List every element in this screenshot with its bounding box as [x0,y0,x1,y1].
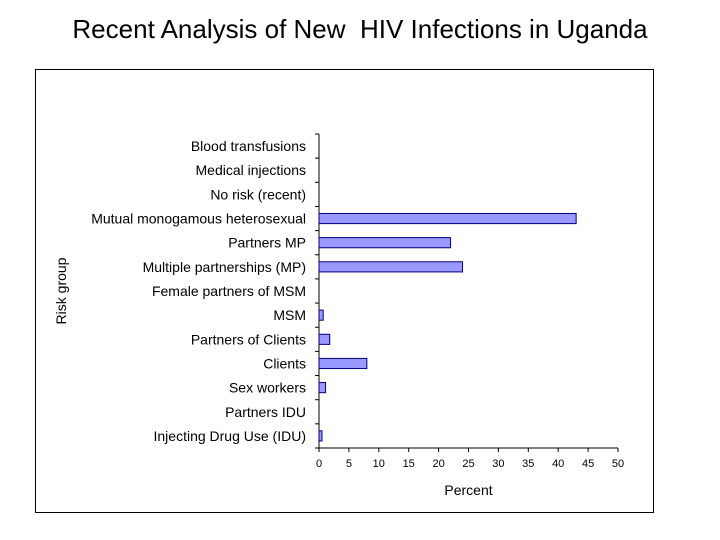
bar [318,212,577,225]
bar [318,430,323,442]
x-tick-label: 40 [552,458,564,470]
category-label: Female partners of MSM [152,283,306,299]
bar [318,357,368,370]
bar [318,237,452,249]
bar [318,261,464,273]
x-tick-label: 25 [462,458,474,470]
x-tick-label: 50 [612,458,624,470]
bar [318,382,327,394]
category-label: Multiple partnerships (MP) [143,259,306,275]
y-axis-title: Risk group [53,257,69,324]
category-label: Clients [263,355,306,371]
x-tick-label: 45 [582,458,594,470]
category-label: Partners MP [228,235,306,251]
category-label: Blood transfusions [191,138,306,154]
category-label: Partners IDU [225,404,306,420]
bar-chart: Blood transfusions Medical injections No r… [53,133,624,498]
x-tick-label: 30 [492,458,504,470]
category-label: MSM [273,307,306,323]
slide-title: Recent Analysis of New HIV Infections in… [72,14,648,44]
category-label: Medical injections [196,162,307,178]
x-tick-label: 0 [316,458,322,470]
bar [318,333,331,345]
category-label: Injecting Drug Use (IDU) [154,428,307,444]
x-axis-title: Percent [444,482,492,498]
x-tick-label: 35 [522,458,534,470]
x-tick-label: 10 [373,458,385,470]
x-tick-label: 5 [346,458,352,470]
category-label: Partners of Clients [191,331,306,347]
category-label: Sex workers [229,380,306,396]
x-tick-label: 15 [403,458,415,470]
category-label: No risk (recent) [210,186,306,202]
x-tick-label: 20 [432,458,444,470]
chart-frame: Blood transfusions Medical injections No r… [35,69,654,513]
category-label: Mutual monogamous heterosexual [91,211,306,227]
bar [318,309,324,321]
